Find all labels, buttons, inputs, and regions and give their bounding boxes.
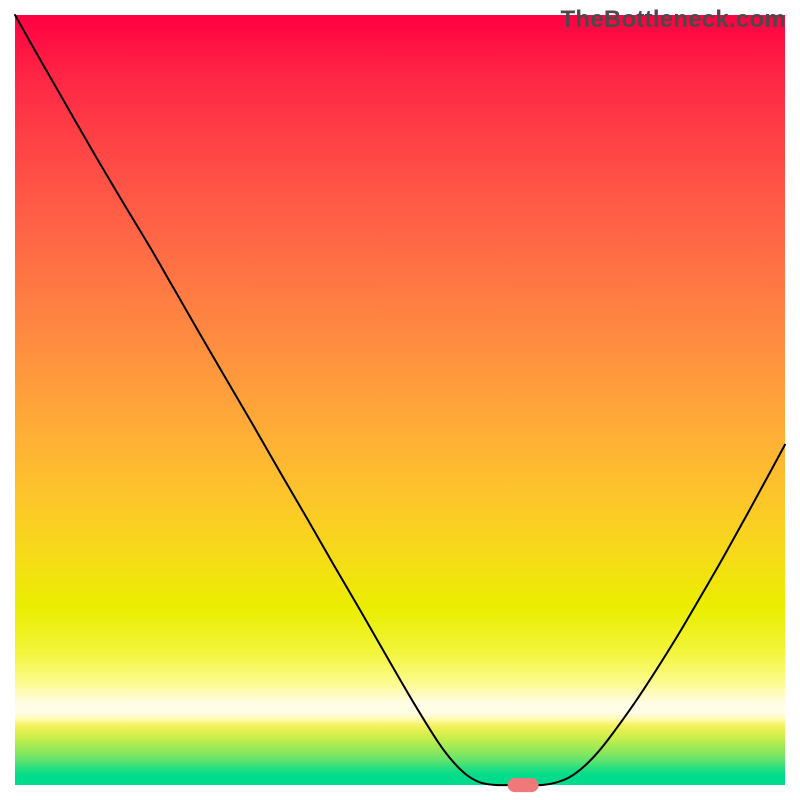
bottleneck-chart: TheBottleneck.com	[0, 0, 800, 800]
curve-plot	[0, 0, 800, 800]
optimal-marker	[508, 778, 539, 792]
watermark-text: TheBottleneck.com	[561, 6, 786, 34]
